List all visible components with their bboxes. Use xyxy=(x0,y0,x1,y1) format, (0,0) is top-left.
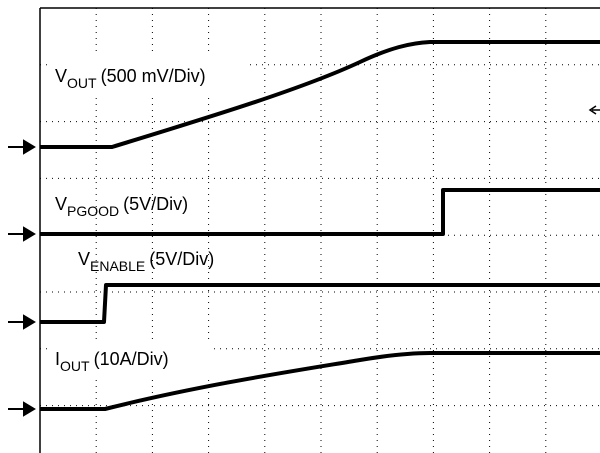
enable-trace xyxy=(40,283,600,324)
label-main: V xyxy=(55,66,67,86)
label-bg xyxy=(50,343,210,379)
channel-markers xyxy=(8,105,600,417)
channel-marker xyxy=(8,314,36,330)
channel-marker xyxy=(8,401,36,417)
label-sub: OUT xyxy=(67,75,97,91)
trigger-marker xyxy=(588,105,600,115)
grid xyxy=(40,8,600,453)
vout-label: VOUT (500 mV/Div) xyxy=(55,66,206,91)
label-scale: (10A/Div) xyxy=(94,349,169,369)
iout-label: IOUT (10A/Div) xyxy=(55,349,169,374)
label-sub: ENABLE xyxy=(90,258,145,274)
pgood-label: VPGOOD (5V/Div) xyxy=(55,194,188,219)
label-bg xyxy=(50,55,250,95)
channel-marker xyxy=(8,139,36,155)
iout-trace xyxy=(40,351,600,411)
label-main: V xyxy=(78,249,90,269)
pgood-trace xyxy=(40,188,600,236)
label-scale: (5V/Div) xyxy=(149,249,214,269)
enable-label: VENABLE (5V/Div) xyxy=(78,249,214,274)
label-main: V xyxy=(55,194,67,214)
label-sub: OUT xyxy=(60,358,90,374)
vout-trace xyxy=(40,40,600,149)
label-main: I xyxy=(55,349,60,369)
label-scale: (5V/Div) xyxy=(123,194,188,214)
label-sub: PGOOD xyxy=(67,203,119,219)
label-scale: (500 mV/Div) xyxy=(101,66,206,86)
channel-marker xyxy=(8,226,36,242)
